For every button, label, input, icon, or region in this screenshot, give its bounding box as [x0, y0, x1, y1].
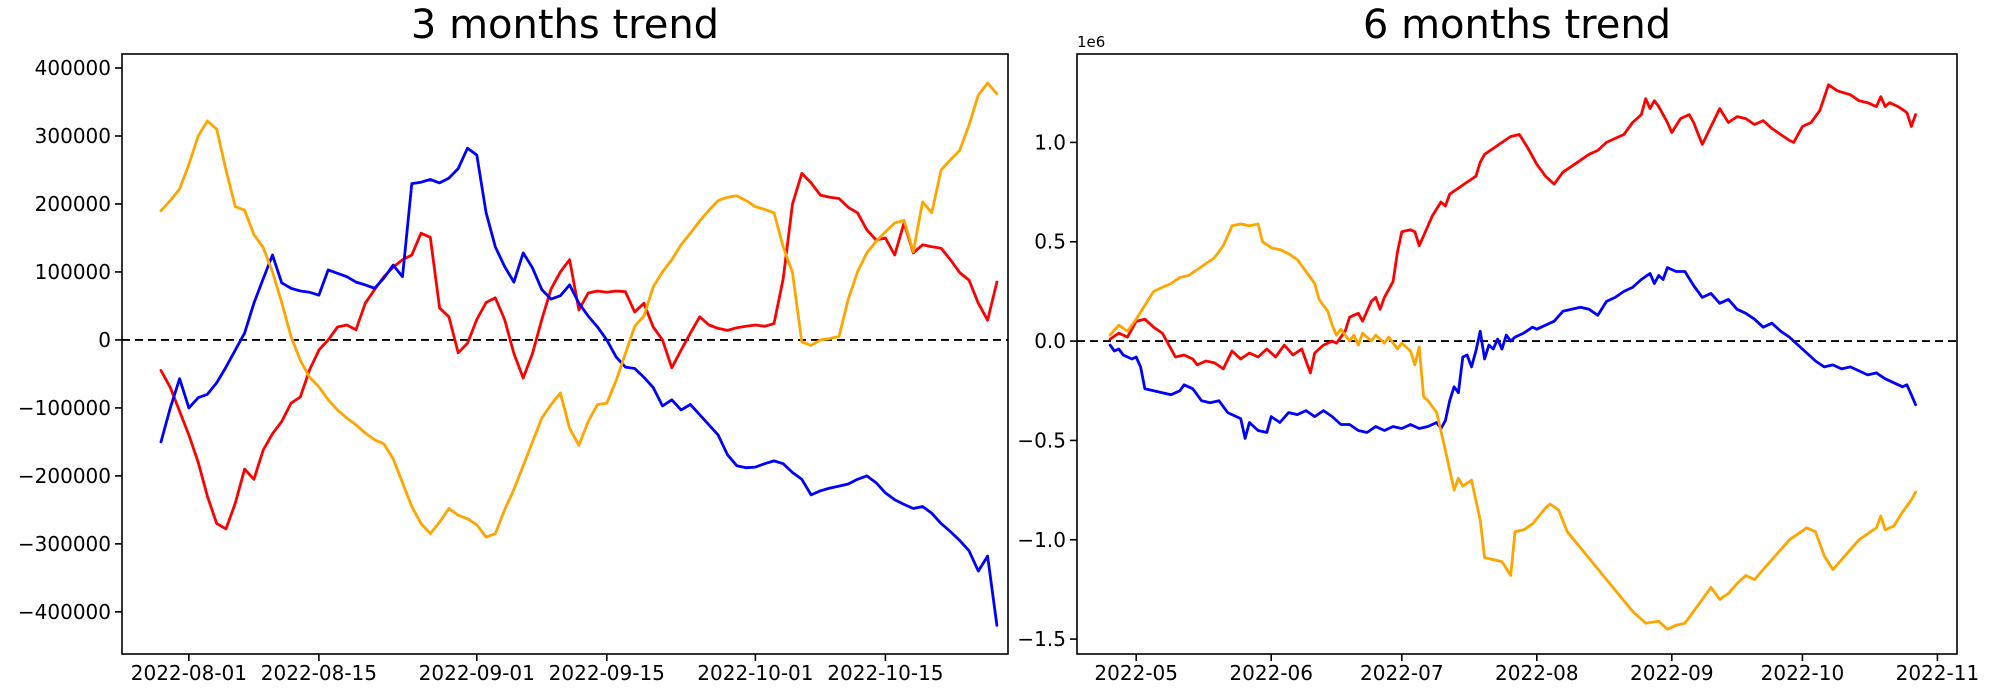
chart-title-3-months: 3 months trend: [410, 2, 720, 48]
y-tick-label: −1.0: [1017, 528, 1066, 552]
plot-border: [121, 53, 1009, 655]
trend-line-blue: [1108, 266, 1917, 440]
x-tick-label: 2022-08-15: [261, 661, 377, 685]
x-tick-label: 2022-10-15: [827, 661, 943, 685]
y-tick-label: −100000: [18, 396, 111, 420]
chart-title-6-months: 6 months trend: [1362, 2, 1672, 48]
y-tick-label: −200000: [18, 464, 111, 488]
y-tick-label: 0: [98, 328, 111, 352]
trend-line-orange: [159, 81, 999, 539]
x-tick-label: 2022-10-01: [697, 661, 813, 685]
y-tick-label: −0.5: [1017, 428, 1066, 452]
y-tick-label: 200000: [35, 192, 111, 216]
y-tick-label: 0.5: [1034, 230, 1066, 254]
x-tick-label: 2022-06: [1229, 661, 1313, 685]
y-axis-offset-label: 1e6: [1077, 33, 1106, 51]
x-tick-label: 2022-11: [1896, 661, 1980, 685]
y-tick-label: 400000: [35, 56, 111, 80]
x-tick-label: 2022-08: [1495, 661, 1579, 685]
x-tick-label: 2022-09-01: [419, 661, 535, 685]
x-tick-label: 2022-09: [1630, 661, 1714, 685]
y-tick-label: 300000: [35, 124, 111, 148]
x-tick-label: 2022-10: [1761, 661, 1845, 685]
y-tick-label: −300000: [18, 532, 111, 556]
x-tick-label: 2022-07: [1360, 661, 1444, 685]
trend-line-blue: [159, 146, 999, 627]
y-tick-label: 1.0: [1034, 130, 1066, 154]
x-tick-label: 2022-08-01: [131, 661, 247, 685]
trend-line-red: [1108, 83, 1917, 375]
y-tick-label: 0.0: [1034, 329, 1066, 353]
x-tick-label: 2022-09-15: [549, 661, 665, 685]
plot-border: [1076, 53, 1958, 655]
trend-line-red: [159, 171, 999, 531]
x-tick-label: 2022-05: [1094, 661, 1178, 685]
y-tick-label: −1.5: [1017, 627, 1066, 651]
trend-line-orange: [1108, 222, 1917, 631]
y-tick-label: −400000: [18, 600, 111, 624]
y-tick-label: 100000: [35, 260, 111, 284]
